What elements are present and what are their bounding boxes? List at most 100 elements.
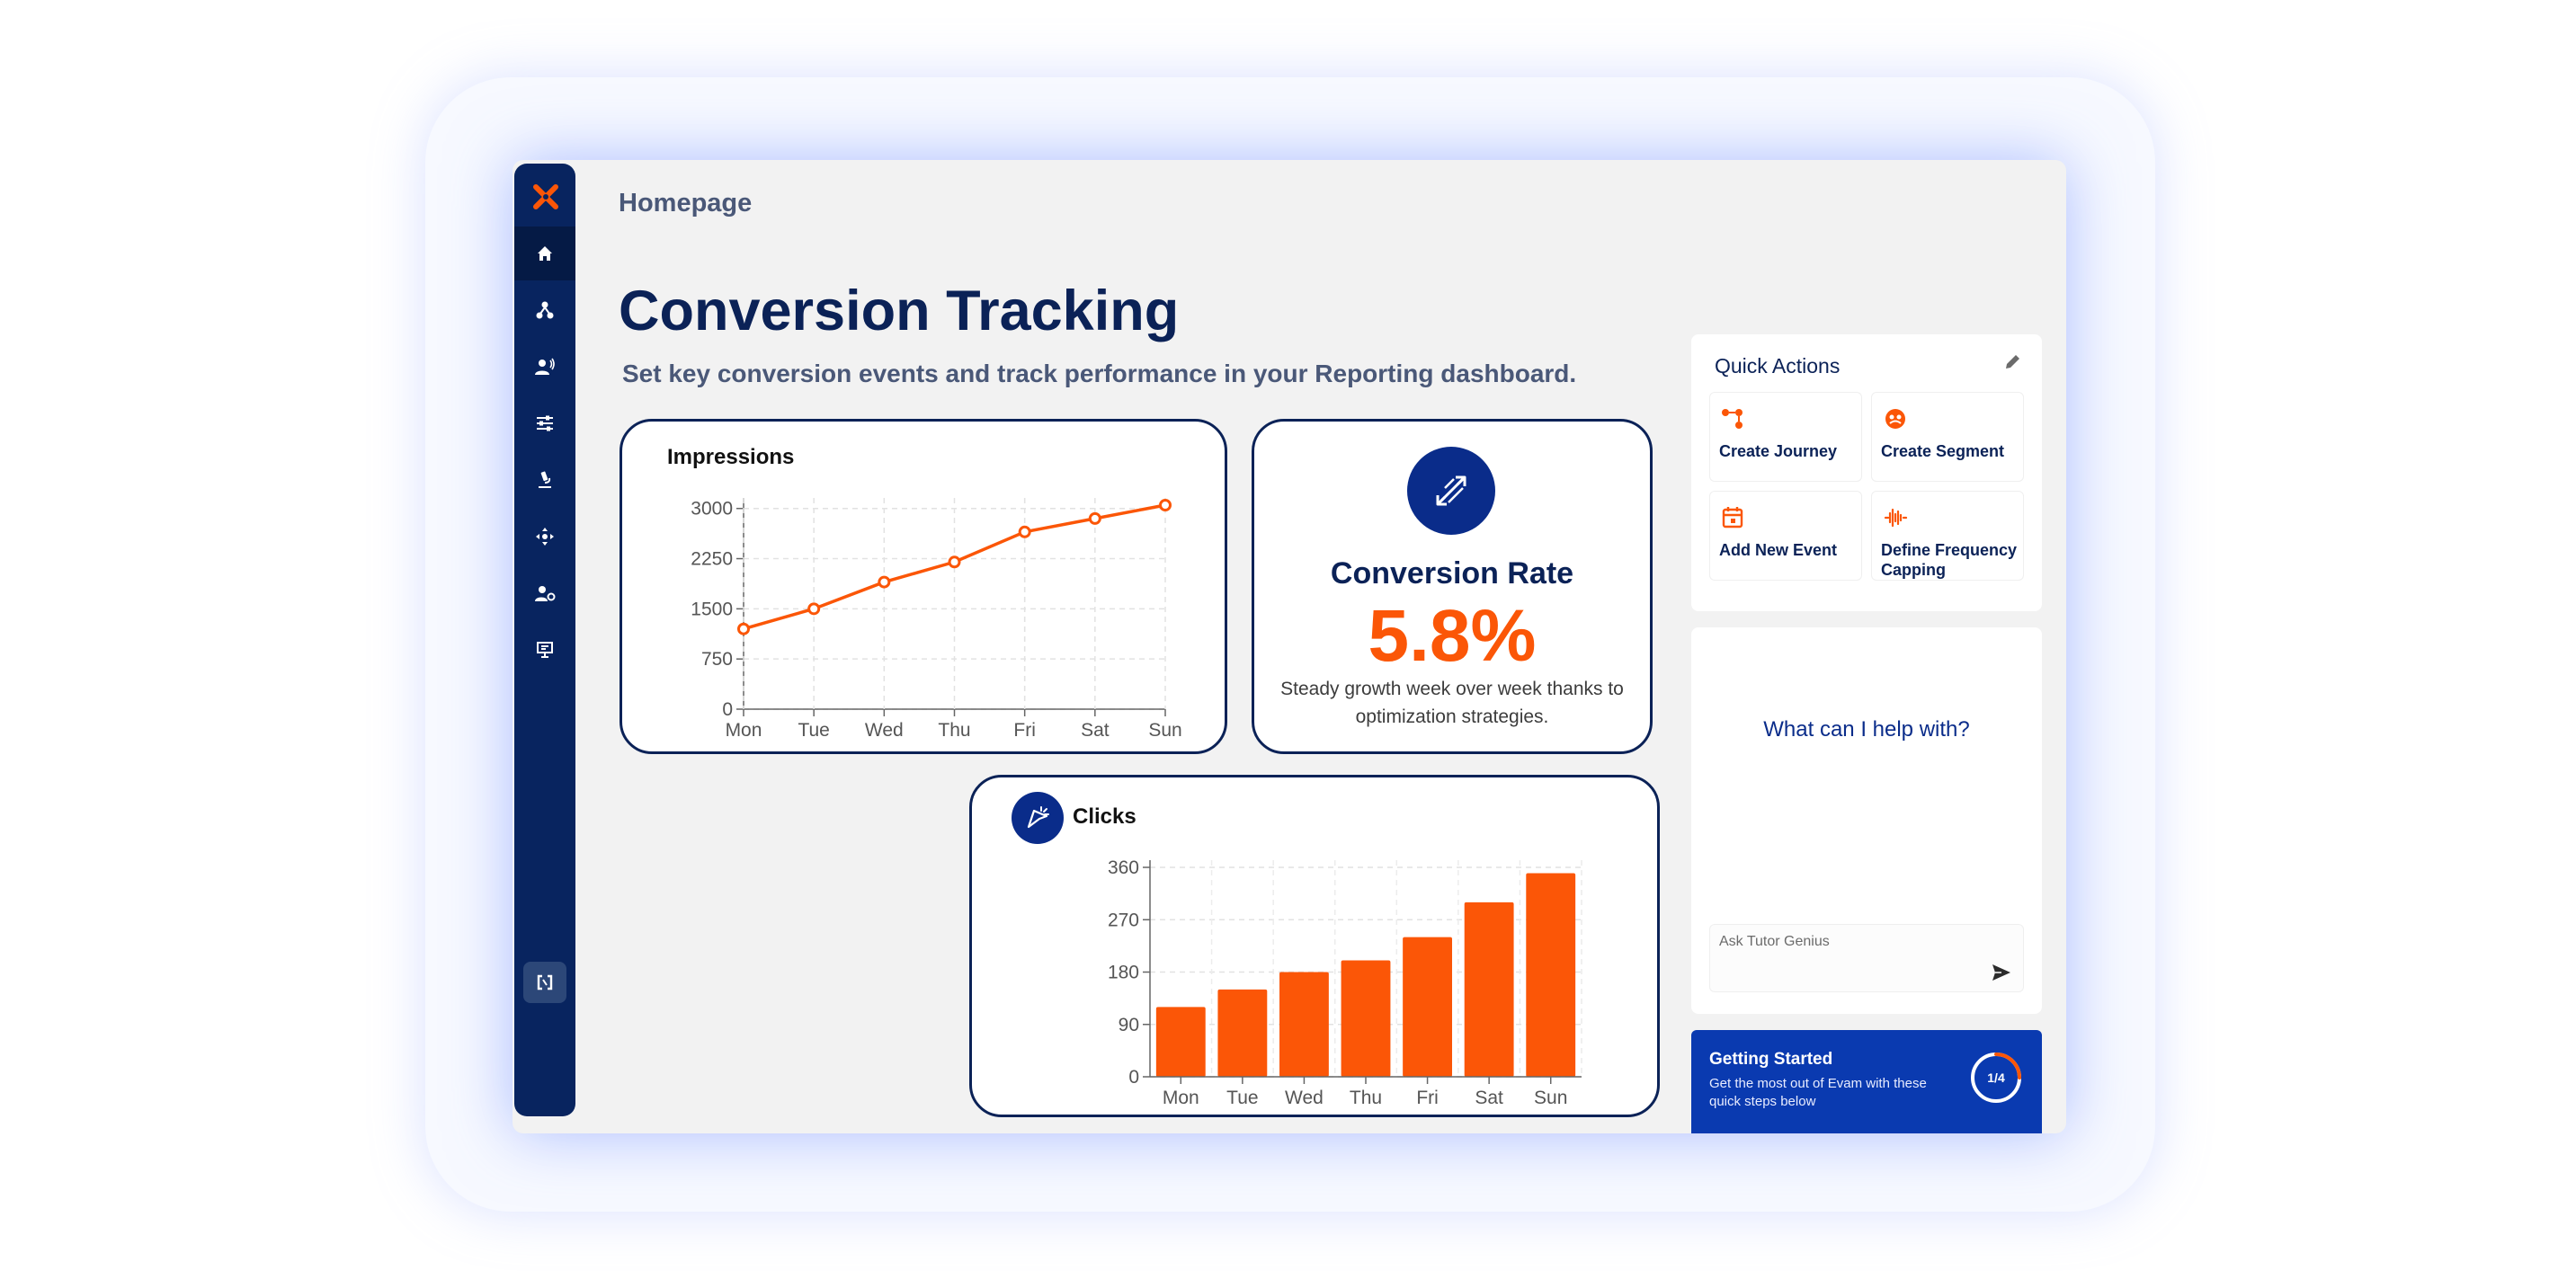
edit-icon[interactable] [2002, 352, 2022, 372]
clicks-bar [1217, 989, 1268, 1077]
conversion-rate-card: Conversion Rate 5.8% Steady growth week … [1252, 419, 1653, 754]
clicks-bar [1341, 960, 1391, 1077]
clicks-icon-badge [1012, 792, 1064, 844]
journey-icon [1722, 409, 1743, 429]
clicks-ytick-label: 360 [1108, 857, 1139, 878]
assistant-input[interactable]: Ask Tutor Genius [1709, 924, 2024, 992]
impressions-title: Impressions [667, 445, 795, 469]
conversion-arrows-icon [1436, 475, 1466, 506]
create-segment-label: Create Segment [1881, 442, 2005, 460]
home-icon [538, 246, 552, 261]
sidebar [514, 164, 575, 1116]
impressions-xtick-label: Fri [1013, 720, 1036, 741]
clicks-ytick-label: 0 [1128, 1067, 1139, 1088]
progress-text: 1/4 [1987, 1070, 2005, 1085]
getting-started-progress: 1/4 [1968, 1050, 2024, 1106]
impressions-point [1018, 525, 1031, 538]
sidebar-item-audience[interactable] [514, 340, 575, 394]
progress-ring [1971, 1053, 2021, 1103]
move-icon [536, 528, 554, 546]
assistant-heading: What can I help with? [1763, 717, 1970, 742]
clicks-bar [1403, 937, 1452, 1077]
app-window: Homepage Conversion Tracking Set key con… [513, 160, 2066, 1133]
sidebar-item-user-settings[interactable] [514, 566, 575, 620]
clicks-xtick-label: Thu [1350, 1088, 1382, 1108]
clicks-bar [1155, 1007, 1206, 1077]
sidebar-item-move[interactable] [514, 510, 575, 564]
presentation-icon [537, 642, 553, 658]
microscope-icon [539, 471, 551, 488]
create-segment-button[interactable]: Create Segment [1871, 392, 2024, 482]
impressions-ytick-label: 0 [722, 699, 733, 720]
assistant-panel: What can I help with? Ask Tutor Genius [1691, 627, 2042, 1014]
cursor-click-icon [1027, 806, 1049, 829]
impressions-xtick-label: Wed [865, 720, 904, 741]
clicks-card: Clicks 0 90 180 270 360 Mon Tue Wed Thu Fri Sat Sun [969, 775, 1660, 1117]
clicks-bar [1279, 972, 1329, 1077]
add-new-event-button[interactable]: Add New Event [1709, 491, 1862, 581]
conversion-rate-description: Steady growth week over week thanks to o… [1280, 679, 1624, 727]
impressions-xtick-label: Tue [798, 720, 829, 741]
add-new-event-label: Add New Event [1719, 541, 1838, 559]
impressions-point [1159, 499, 1172, 511]
breadcrumb[interactable]: Homepage [619, 189, 753, 218]
impressions-xtick-label: Mon [726, 720, 762, 741]
clicks-xtick-label: Mon [1163, 1088, 1199, 1108]
user-settings-icon [535, 586, 556, 601]
getting-started-description: Get the most out of Evam with these quic… [1709, 1076, 1927, 1109]
switch-icon [537, 974, 553, 990]
getting-started-title: Getting Started [1709, 1050, 1833, 1069]
create-journey-button[interactable]: Create Journey [1709, 392, 1862, 482]
getting-started-card[interactable]: Getting Started Get the most out of Evam… [1691, 1030, 2042, 1133]
define-frequency-capping-label: Define Frequency Capping [1881, 541, 2018, 579]
clicks-xtick-label: Sat [1475, 1088, 1503, 1108]
sidebar-item-hierarchy[interactable] [514, 283, 575, 337]
impressions-xtick-label: Thu [938, 720, 970, 741]
impressions-point [1088, 511, 1101, 525]
clicks-xtick-label: Wed [1285, 1088, 1324, 1108]
quick-actions-title: Quick Actions [1715, 354, 1841, 378]
quick-actions-panel: Quick Actions Create Journey Create Segm… [1691, 334, 2042, 611]
create-journey-label: Create Journey [1719, 442, 1838, 460]
sliders-icon [537, 415, 553, 431]
clicks-title: Clicks [1073, 804, 1136, 829]
page-title: Conversion Tracking [619, 280, 1180, 342]
frequency-icon [1884, 508, 1908, 528]
define-frequency-capping-button[interactable]: Define Frequency Capping [1871, 491, 2024, 581]
sidebar-item-home[interactable] [514, 227, 575, 280]
impressions-ytick-label: 1500 [691, 599, 733, 619]
clicks-ytick-label: 180 [1108, 963, 1139, 983]
clicks-ytick-label: 270 [1108, 910, 1139, 930]
impressions-point [948, 555, 961, 569]
sidebar-switch-button[interactable] [523, 962, 566, 1003]
user-broadcast-icon [535, 358, 555, 375]
impressions-point [807, 602, 821, 616]
clicks-bar [1526, 873, 1576, 1077]
impressions-xtick-label: Sun [1148, 720, 1181, 741]
segment-icon [1885, 409, 1905, 429]
logo-icon [533, 184, 558, 209]
page-subtitle: Set key conversion events and track perf… [622, 360, 1577, 387]
assistant-input-placeholder: Ask Tutor Genius [1719, 934, 1830, 949]
hierarchy-icon [536, 301, 554, 319]
conversion-rate-label: Conversion Rate [1330, 556, 1574, 591]
clicks-bar-chart: 0 90 180 270 360 Mon Tue Wed Thu Fri Sat Sun [1108, 857, 1582, 1108]
sidebar-item-settings[interactable] [514, 396, 575, 450]
impressions-line-chart: 0 750 1500 2250 3000 Mon Tue Wed Thu Fri Sat Sun [691, 498, 1182, 741]
impressions-point [737, 622, 750, 635]
clicks-ytick-label: 90 [1119, 1015, 1139, 1035]
clicks-xtick-label: Tue [1226, 1088, 1258, 1108]
impressions-card: Impressions 0 750 1500 2250 3000 Mon Tue Wed Thu… [619, 419, 1227, 754]
calendar-icon [1722, 507, 1743, 529]
conversion-rate-value: 5.8% [1368, 595, 1537, 677]
clicks-xtick-label: Sun [1534, 1088, 1567, 1108]
send-icon[interactable] [1991, 963, 2012, 982]
impressions-ytick-label: 3000 [691, 499, 733, 520]
sidebar-item-presentation[interactable] [514, 623, 575, 677]
conversion-icon-badge [1407, 447, 1495, 535]
impressions-xtick-label: Sat [1081, 720, 1110, 741]
clicks-bar [1464, 902, 1514, 1077]
impressions-point [878, 575, 891, 589]
sidebar-item-research[interactable] [514, 453, 575, 507]
clicks-xtick-label: Fri [1416, 1088, 1439, 1108]
